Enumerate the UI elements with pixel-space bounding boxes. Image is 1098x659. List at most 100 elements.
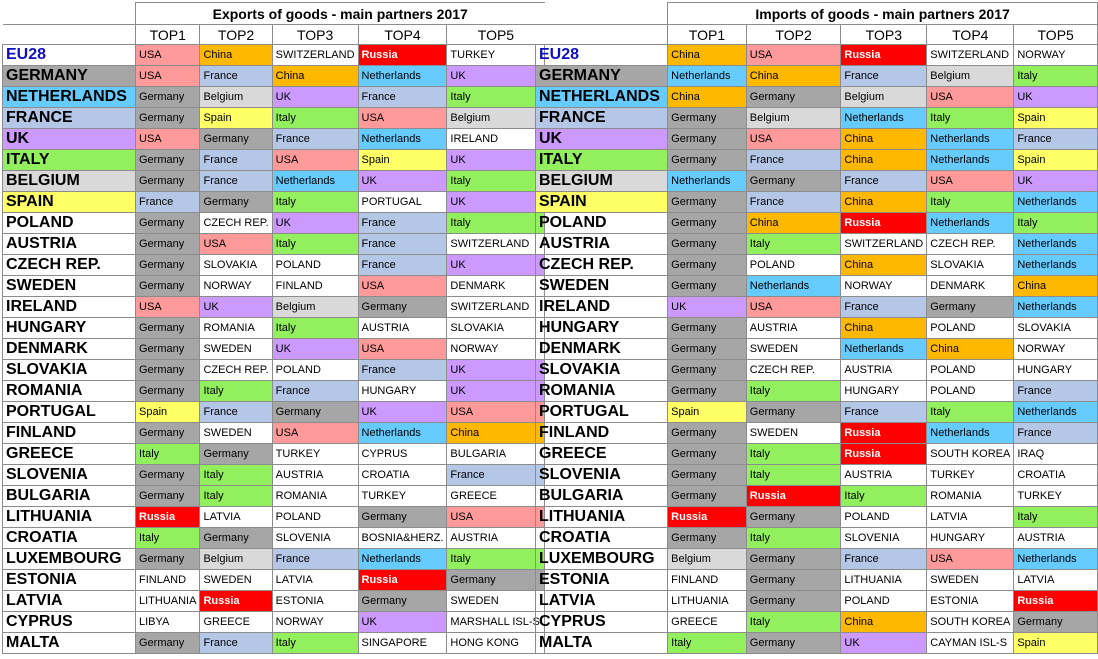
imports-row: IRELAND UK USA France Germany Netherlands <box>534 296 1098 318</box>
exports-partner-cell: Germany <box>134 317 201 339</box>
imports-row: UK Germany USA China Netherlands France <box>534 128 1098 150</box>
imports-partner-cell: POLAND <box>840 506 928 528</box>
imports-partner-cell: Germany <box>667 380 747 402</box>
exports-country-label: MALTA <box>2 632 136 654</box>
exports-partner-cell: NORWAY <box>199 275 273 297</box>
imports-corner-2 <box>535 24 669 45</box>
exports-row: CZECH REP. Germany SLOVAKIA POLAND France UK <box>2 254 546 276</box>
imports-partner-cell: China <box>667 86 747 108</box>
exports-partner-cell: UK <box>357 170 448 192</box>
imports-partner-cell: Germany <box>667 275 747 297</box>
exports-partner-cell: SINGAPORE <box>357 632 448 654</box>
exports-partner-cell: France <box>199 170 273 192</box>
imports-partner-cell: Belgium <box>667 548 747 570</box>
exports-row: EU28 USA China SWITZERLAND Russia TURKEY <box>2 44 546 66</box>
imports-partner-cell: China <box>926 338 1015 360</box>
imports-partner-cell: HUNGARY <box>840 380 928 402</box>
imports-country-label: IRELAND <box>534 296 669 318</box>
imports-partner-cell: AUSTRIA <box>840 359 928 381</box>
imports-partner-cell: Netherlands <box>926 128 1015 150</box>
exports-partner-cell: UK <box>446 149 546 171</box>
exports-partner-cell: HUNGARY <box>357 380 448 402</box>
exports-partner-cell: Italy <box>271 632 359 654</box>
imports-country-label: SLOVENIA <box>534 464 669 486</box>
exports-country-label: SWEDEN <box>2 275 136 297</box>
exports-partner-cell: Germany <box>134 338 201 360</box>
exports-country-label: FINLAND <box>2 422 136 444</box>
imports-partner-cell: France <box>840 548 928 570</box>
exports-partner-cell: BOSNIA&HERZ. <box>357 527 448 549</box>
exports-partner-cell: Germany <box>357 296 448 318</box>
imports-partner-cell: Spain <box>1013 149 1098 171</box>
imports-country-label: SPAIN <box>534 191 669 213</box>
exports-partner-cell: UK <box>446 254 546 276</box>
imports-partner-cell: France <box>1013 422 1098 444</box>
exports-country-label: SLOVAKIA <box>2 359 136 381</box>
imports-partner-cell: Italy <box>1013 506 1098 528</box>
exports-partner-cell: Germany <box>134 380 201 402</box>
exports-partner-cell: Russia <box>357 569 448 591</box>
exports-partner-cell: Germany <box>134 170 201 192</box>
imports-country-label: NETHERLANDS <box>534 86 669 108</box>
imports-row: CYPRUS GREECE Italy China SOUTH KOREA Germany <box>534 611 1098 633</box>
imports-partner-cell: France <box>840 170 928 192</box>
exports-row: CYPRUS LIBYA GREECE NORWAY UK MARSHALL ISL-S <box>2 611 546 633</box>
exports-partner-cell: Italy <box>271 233 359 255</box>
imports-table-body: EU28 China USA Russia SWITZERLAND NORWAY GERMA… <box>534 44 1098 654</box>
exports-partner-cell: France <box>446 464 546 486</box>
imports-partner-cell: Germany <box>745 506 842 528</box>
imports-partner-cell: Germany <box>667 359 747 381</box>
exports-partner-cell: GREECE <box>199 611 273 633</box>
imports-country-label: ITALY <box>534 149 669 171</box>
exports-partner-cell: SWITZERLAND <box>446 296 546 318</box>
exports-partner-cell: FINLAND <box>271 275 359 297</box>
exports-partner-cell: Germany <box>134 275 201 297</box>
imports-partner-cell: Italy <box>745 380 842 402</box>
exports-partner-cell: ROMANIA <box>271 485 359 507</box>
imports-partner-cell: Italy <box>926 191 1015 213</box>
exports-row: BULGARIA Germany Italy ROMANIA TURKEY GREECE <box>2 485 546 507</box>
imports-partner-cell: SWEDEN <box>926 569 1015 591</box>
exports-col-header-5: TOP5 <box>446 24 546 45</box>
imports-partner-cell: SWITZERLAND <box>840 233 928 255</box>
exports-partner-cell: Russia <box>199 590 273 612</box>
exports-partner-cell: Italy <box>446 548 546 570</box>
exports-col-header-3: TOP3 <box>271 24 359 45</box>
exports-partner-cell: NORWAY <box>446 338 546 360</box>
imports-country-label: MALTA <box>534 632 669 654</box>
exports-row: IRELAND USA UK Belgium Germany SWITZERLAND <box>2 296 546 318</box>
imports-row: PORTUGAL Spain Germany France Italy Netherlan… <box>534 401 1098 423</box>
exports-partner-cell: Italy <box>199 380 273 402</box>
exports-partner-cell: USA <box>357 338 448 360</box>
exports-partner-cell: Germany <box>134 359 201 381</box>
imports-corner <box>535 2 669 25</box>
exports-partner-cell: POLAND <box>271 506 359 528</box>
imports-partner-cell: USA <box>745 296 842 318</box>
exports-country-label: FRANCE <box>2 107 136 129</box>
imports-partner-cell: France <box>840 401 928 423</box>
exports-partner-cell: CYPRUS <box>357 443 448 465</box>
exports-country-label: CZECH REP. <box>2 254 136 276</box>
imports-partner-cell: China <box>840 128 928 150</box>
imports-partner-cell: Germany <box>745 170 842 192</box>
imports-partner-cell: China <box>745 212 842 234</box>
exports-row: LITHUANIA Russia LATVIA POLAND Germany USA <box>2 506 546 528</box>
exports-partner-cell: SLOVAKIA <box>199 254 273 276</box>
imports-row: GERMANY Netherlands China France Belgium Ital… <box>534 65 1098 87</box>
exports-partner-cell: France <box>357 254 448 276</box>
imports-row: LITHUANIA Russia Germany POLAND LATVIA Italy <box>534 506 1098 528</box>
imports-partner-cell: Netherlands <box>1013 233 1098 255</box>
imports-partner-cell: Germany <box>745 86 842 108</box>
exports-partner-cell: France <box>199 65 273 87</box>
imports-partner-cell: Italy <box>667 632 747 654</box>
exports-country-label: BULGARIA <box>2 485 136 507</box>
imports-partner-cell: LATVIA <box>1013 569 1098 591</box>
exports-partner-cell: Italy <box>446 170 546 192</box>
imports-partner-cell: LITHUANIA <box>667 590 747 612</box>
imports-country-label: FRANCE <box>534 107 669 129</box>
imports-partner-cell: SWEDEN <box>745 338 842 360</box>
exports-col-header-4: TOP4 <box>357 24 448 45</box>
imports-partner-cell: Italy <box>1013 212 1098 234</box>
exports-partner-cell: TURKEY <box>271 443 359 465</box>
exports-row: LATVIA LITHUANIA Russia ESTONIA Germany SWEDE… <box>2 590 546 612</box>
